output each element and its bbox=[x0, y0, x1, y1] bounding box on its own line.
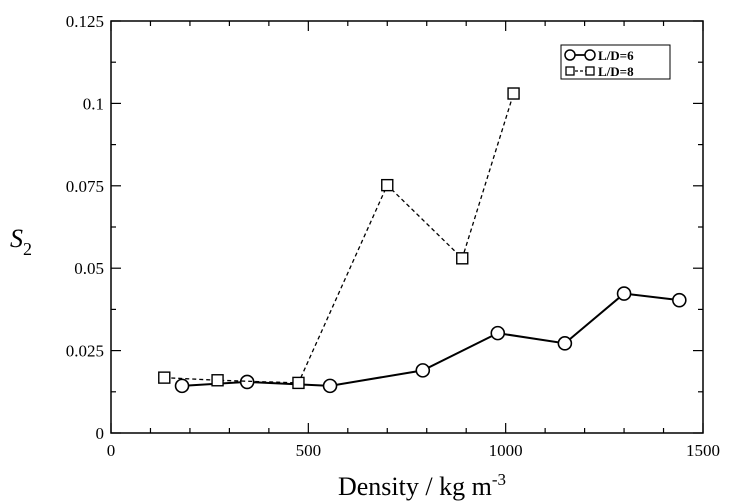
legend-marker-ld6 bbox=[564, 49, 576, 61]
data-point-ld6 bbox=[672, 292, 687, 308]
axis-ticks bbox=[110, 20, 704, 434]
x-tick-label: 1000 bbox=[489, 441, 523, 460]
data-point-ld8 bbox=[292, 376, 305, 390]
y-tick-label: 0.075 bbox=[66, 177, 104, 196]
y-tick-labels: 0 0.025 0.05 0.075 0.1 0.125 bbox=[66, 12, 104, 443]
y-tick-label: 0.05 bbox=[74, 259, 104, 278]
data-point-ld8 bbox=[211, 374, 224, 387]
plot-frame bbox=[110, 20, 704, 434]
series-layer bbox=[158, 87, 687, 394]
y-tick-label: 0.1 bbox=[83, 94, 104, 113]
legend-label-ld8: L/D=8 bbox=[598, 64, 634, 79]
x-axis-title: Density / kg m-3 bbox=[338, 470, 506, 501]
legend: L/D=6 L/D=8 bbox=[560, 44, 671, 80]
y-tick-label: 0 bbox=[96, 424, 105, 443]
data-point-ld6 bbox=[415, 363, 431, 378]
data-point-ld6 bbox=[557, 336, 573, 351]
legend-box bbox=[560, 44, 671, 80]
legend-label-ld6: L/D=6 bbox=[598, 48, 634, 63]
data-point-ld8 bbox=[507, 87, 520, 100]
y-tick-label: 0.025 bbox=[66, 342, 104, 361]
data-point-ld6 bbox=[239, 374, 255, 390]
data-point-ld6 bbox=[616, 286, 632, 301]
x-tick-label: 0 bbox=[107, 441, 116, 460]
y-axis-title: S2 bbox=[10, 224, 32, 259]
x-tick-labels: 0 500 1000 1500 bbox=[107, 441, 720, 460]
legend-marker-ld6-end bbox=[584, 49, 596, 61]
y-tick-label: 0.125 bbox=[66, 12, 104, 31]
data-point-ld6 bbox=[322, 378, 338, 394]
series-line-ld8 bbox=[164, 93, 515, 384]
x-tick-label: 500 bbox=[296, 441, 322, 460]
series-line-ld6 bbox=[181, 292, 680, 387]
x-tick-label: 1500 bbox=[686, 441, 720, 460]
data-point-ld8 bbox=[381, 178, 394, 192]
data-point-ld8 bbox=[456, 252, 469, 265]
legend-marker-ld8 bbox=[565, 66, 575, 76]
data-point-ld6 bbox=[490, 325, 506, 341]
data-point-ld8 bbox=[158, 371, 171, 384]
data-point-ld6 bbox=[174, 378, 190, 394]
legend-marker-ld8-end bbox=[585, 66, 595, 76]
